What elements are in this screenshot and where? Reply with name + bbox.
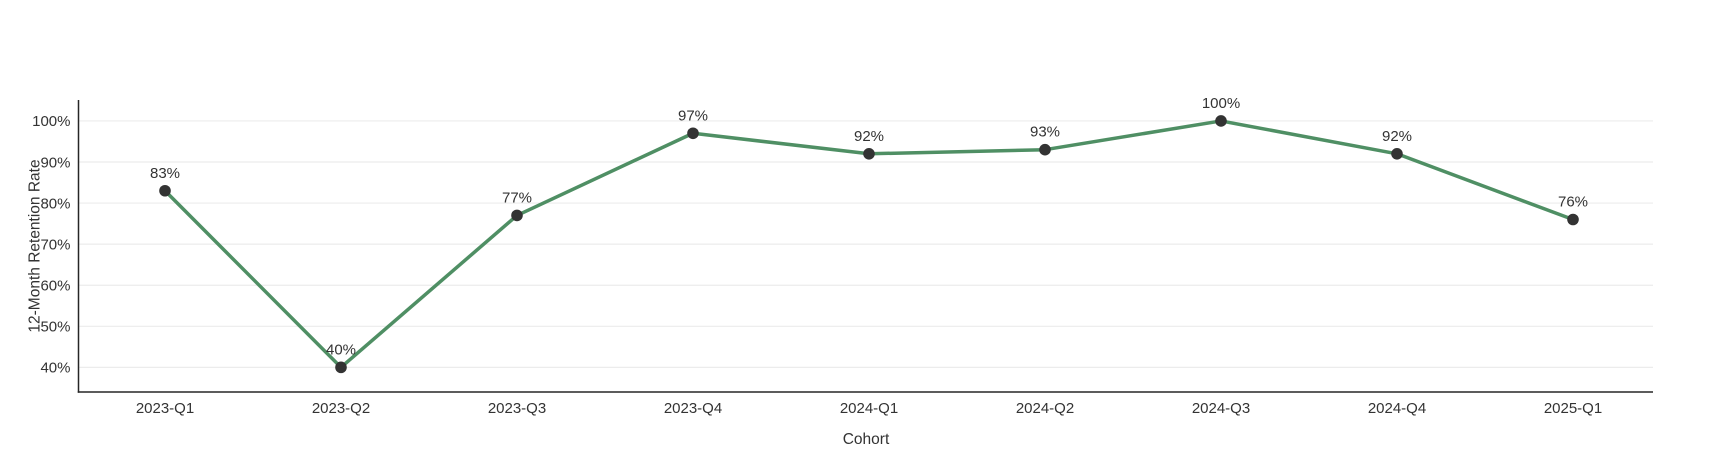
y-tick-label: 70% [40, 236, 70, 253]
data-point[interactable] [1567, 213, 1579, 226]
data-point-label: 77% [502, 189, 532, 206]
gridlines-layer [78, 120, 1653, 368]
x-tick-label: 2024-Q4 [1368, 400, 1426, 417]
data-point-label: 97% [678, 107, 708, 124]
y-tick-label: 50% [40, 319, 70, 336]
data-point[interactable] [1039, 143, 1051, 156]
x-tick-label: 2024-Q2 [1016, 400, 1074, 417]
y-tick-label: 40% [40, 360, 70, 377]
axes-layer [77, 100, 1653, 393]
data-point-label: 100% [1202, 95, 1240, 112]
data-point[interactable] [159, 184, 171, 197]
y-tick-label: 80% [40, 195, 70, 212]
y-tick-label: 60% [40, 277, 70, 294]
data-point[interactable] [1215, 115, 1227, 127]
x-tick-label: 2023-Q1 [136, 400, 194, 417]
data-point[interactable] [335, 361, 347, 374]
series-layer [159, 115, 1579, 374]
data-point-label: 93% [1030, 124, 1060, 141]
point-labels-layer: 83% 40% 77% 97% 92% 93% 100% 92% 76% [150, 95, 1588, 358]
x-tick-label: 2023-Q3 [488, 400, 546, 417]
data-point-label: 92% [854, 128, 884, 145]
tick-labels-layer: 40% 50% 60% 70% 80% 90% 100% 2023-Q1 2023-Q2 2023… [32, 113, 1602, 417]
data-point[interactable] [511, 209, 523, 222]
data-point-label: 92% [1382, 128, 1412, 145]
data-point[interactable] [687, 127, 699, 140]
data-point[interactable] [1391, 148, 1403, 160]
y-tick-label: 100% [32, 113, 70, 130]
x-tick-label: 2025-Q1 [1544, 400, 1602, 417]
y-axis-title: 12-Month Retention Rate [26, 159, 43, 332]
data-point-label: 40% [326, 341, 356, 358]
x-tick-label: 2023-Q2 [312, 400, 370, 417]
x-tick-label: 2023-Q4 [664, 400, 722, 417]
data-point-label: 76% [1558, 194, 1588, 211]
x-axis-title: Cohort [843, 431, 890, 448]
x-tick-label: 2024-Q3 [1192, 400, 1250, 417]
x-tick-label: 2024-Q1 [840, 400, 898, 417]
data-point[interactable] [863, 148, 875, 160]
data-point-label: 83% [150, 165, 180, 182]
y-tick-label: 90% [40, 154, 70, 171]
